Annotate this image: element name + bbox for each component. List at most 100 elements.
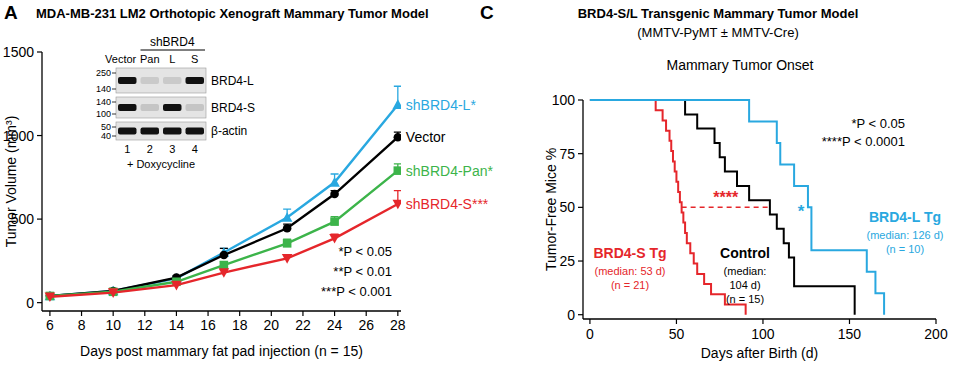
- lane-label: Pan: [140, 53, 160, 65]
- x-tick: [81, 311, 82, 316]
- significance: ****: [713, 189, 739, 206]
- mw-marker: 250: [96, 68, 111, 78]
- x-axis-title: Days after Birth (d): [701, 345, 818, 361]
- stats-note: *P < 0.05: [338, 244, 392, 259]
- x-tick: [271, 311, 272, 316]
- x-tick-label: 50: [669, 326, 685, 342]
- x-tick: [239, 311, 240, 316]
- series-note: (n = 10): [886, 243, 924, 255]
- marker: [393, 200, 401, 210]
- blot-band: [163, 128, 182, 135]
- mw-tick: [112, 73, 116, 74]
- series-label: shBRD4-S***: [406, 196, 489, 212]
- mw-marker: 140: [96, 84, 111, 94]
- series-line: [50, 171, 398, 296]
- y-axis-title: Tumor-Free Mice %: [543, 148, 559, 271]
- y-axis: [582, 100, 583, 319]
- stats-note: ****P < 0.0001: [822, 134, 905, 149]
- x-tick-label: 0: [586, 326, 594, 342]
- plot-area: [45, 86, 401, 302]
- series-label: Vector: [406, 129, 446, 145]
- marker: [329, 177, 340, 187]
- x-tick-label: 12: [137, 317, 153, 333]
- blot-band: [186, 104, 205, 111]
- series-label: BRD4-L Tg: [869, 209, 941, 225]
- comparison-line: [682, 207, 770, 209]
- x-tick-label: 26: [358, 317, 374, 333]
- series-note: (n = 15): [726, 293, 764, 305]
- blot-panel: [116, 68, 206, 93]
- y-tick: [578, 260, 583, 261]
- marker: [171, 281, 182, 291]
- series-label: shBRD4-Pan*: [406, 163, 494, 179]
- marker: [394, 133, 401, 142]
- marker: [282, 212, 293, 222]
- inset-bracket: [141, 50, 206, 51]
- x-tick: [176, 311, 177, 316]
- y-tick: [37, 218, 42, 219]
- marker: [283, 224, 292, 233]
- x-tick: [366, 311, 367, 316]
- panel-label: C: [480, 2, 494, 23]
- blot-band: [118, 77, 137, 84]
- lane-label: S: [191, 53, 198, 65]
- plot-title: Mammary Tumor Onset: [666, 57, 813, 73]
- y-tick-label: 100: [552, 92, 576, 108]
- x-tick-label: 8: [78, 317, 86, 333]
- panel-label: A: [4, 2, 18, 23]
- x-tick: [207, 311, 208, 316]
- plot-area: [590, 100, 884, 315]
- y-tick: [578, 207, 583, 208]
- x-tick-label: 22: [295, 317, 311, 333]
- x-tick: [397, 311, 398, 316]
- marker: [330, 217, 339, 226]
- figure: A MDA-MB-231 LM2 Orthotopic Xenograft Mam…: [0, 0, 955, 385]
- x-tick-label: 14: [169, 317, 185, 333]
- marker: [329, 234, 340, 244]
- blot-band: [141, 104, 160, 111]
- y-tick-label: 0: [26, 295, 34, 311]
- marker: [394, 166, 401, 175]
- x-tick: [49, 311, 50, 316]
- x-tick: [113, 311, 114, 316]
- x-tick-label: 100: [751, 326, 775, 342]
- lane-label: L: [169, 53, 175, 65]
- series-line: [50, 105, 398, 296]
- row-label: β-actin: [211, 124, 247, 138]
- lane-number: 4: [192, 143, 198, 155]
- y-tick: [578, 153, 583, 154]
- blot-band: [141, 77, 160, 84]
- blot-panel: [116, 97, 206, 118]
- marker: [219, 268, 230, 278]
- blot-band: [141, 128, 160, 135]
- title: MDA-MB-231 LM2 Orthotopic Xenograft Mamm…: [36, 6, 429, 21]
- series-label: Control: [720, 245, 770, 261]
- y-axis: [41, 52, 42, 311]
- x-tick-label: 200: [924, 326, 948, 342]
- x-tick: [849, 319, 850, 324]
- marker: [393, 99, 401, 109]
- y-tick-label: 1500: [3, 44, 34, 60]
- series-line: [50, 204, 398, 297]
- mw-tick: [112, 102, 116, 103]
- x-tick-label: 24: [327, 317, 343, 333]
- x-tick: [676, 319, 677, 324]
- x-tick: [144, 311, 145, 316]
- series-note: (n = 21): [611, 279, 649, 291]
- series-label: shBRD4-L*: [406, 97, 477, 113]
- x-tick: [334, 311, 335, 316]
- blot-band: [186, 128, 205, 135]
- stats-note: ***P < 0.001: [321, 284, 392, 299]
- blot-band: [163, 104, 182, 111]
- blot-panel: [116, 122, 206, 140]
- y-tick: [37, 135, 42, 136]
- x-tick: [762, 319, 763, 324]
- row-label: BRD4-S: [211, 101, 255, 115]
- stats-note: **P < 0.01: [333, 264, 392, 279]
- x-tick-label: 10: [105, 317, 121, 333]
- blot-band: [163, 77, 182, 84]
- mw-marker: 140: [96, 97, 111, 107]
- x-tick-label: 20: [264, 317, 280, 333]
- mw-tick: [112, 114, 116, 115]
- x-tick: [935, 319, 936, 324]
